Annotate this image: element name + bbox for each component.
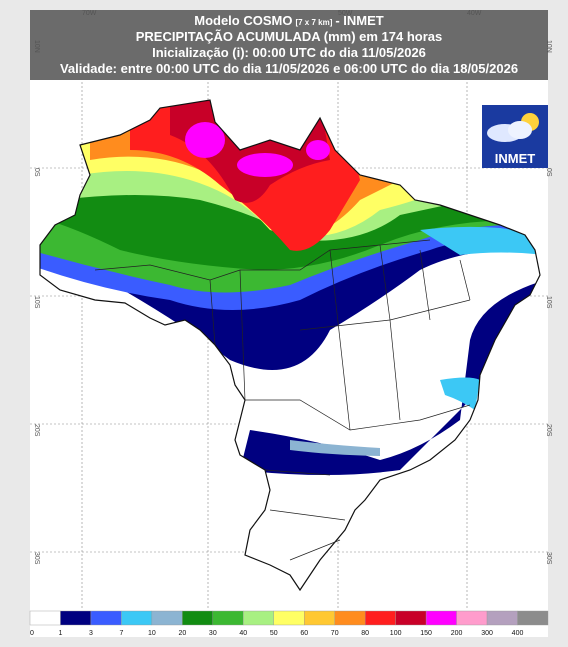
legend-label: 10 (148, 630, 156, 637)
legend-swatch (212, 610, 244, 626)
header-line-3: Inicialização (i): 00:00 UTC do dia 11/0… (152, 45, 426, 60)
legend-label: 300 (481, 630, 493, 637)
legend-swatch (517, 610, 549, 626)
header-line-4: Validade: entre 00:00 UTC do dia 11/05/2… (60, 61, 518, 76)
inmet-logo: INMET (482, 105, 548, 168)
legend-label: 50 (270, 630, 278, 637)
resolution: [7 x 7 km] (295, 18, 332, 27)
legend-swatch (60, 610, 92, 626)
legend-label: 60 (300, 630, 308, 637)
grid-labels: 70W 50W 40W 10N 0S 10S 20S 30S 10N 0S 10S 20S 30S (33, 10, 552, 565)
legend-swatch (273, 610, 305, 626)
lat-label: 30S (545, 552, 552, 565)
logo-text: INMET (495, 151, 536, 166)
lat-label: 20S (545, 424, 552, 437)
legend: 0 1 3 7 10 20 30 40 50 60 70 80 100 150 200 300 400 (29, 610, 549, 637)
legend-label: 100 (390, 630, 402, 637)
header-box (30, 10, 548, 80)
legend-swatch (121, 610, 153, 626)
legend-swatch (182, 610, 214, 626)
lat-label: 20S (33, 424, 40, 437)
state-borders (94, 239, 471, 561)
legend-label: 150 (420, 630, 432, 637)
lon-label: 40W (467, 10, 482, 17)
legend-swatch (304, 610, 335, 626)
lat-label: 10N (33, 40, 40, 53)
legend-label: 200 (451, 630, 463, 637)
header-line-1: Modelo COSMO [7 x 7 km] - INMET (194, 13, 384, 28)
lat-label: 30S (33, 552, 40, 565)
legend-label: 1 (59, 630, 63, 637)
lon-label: 70W (82, 10, 97, 17)
legend-label: 400 (512, 630, 524, 637)
legend-label: 7 (119, 630, 123, 637)
lat-label: 0S (545, 168, 552, 177)
legend-label: 20 (178, 630, 186, 637)
legend-swatch (243, 610, 274, 626)
lat-label: 10N (545, 40, 552, 53)
lon-label: 50W (338, 10, 353, 17)
legend-label: 3 (89, 630, 93, 637)
lat-label: 10S (33, 296, 40, 309)
legend-swatch (151, 610, 183, 626)
lat-label: 10S (545, 296, 552, 309)
legend-swatch (90, 610, 122, 626)
legend-label: 30 (209, 630, 217, 637)
legend-label: 40 (239, 630, 247, 637)
legend-swatch (395, 610, 427, 626)
legend-swatch (364, 610, 396, 626)
legend-label: 80 (361, 630, 369, 637)
legend-swatch (334, 610, 366, 626)
legend-swatch (29, 610, 61, 626)
header-line-2: PRECIPITAÇÃO ACUMULADA (mm) em 174 horas (136, 29, 443, 44)
legend-swatch (456, 610, 488, 626)
legend-swatch (425, 610, 457, 626)
legend-swatch (486, 610, 518, 626)
legend-label: 70 (331, 630, 339, 637)
lat-label: 0S (33, 168, 40, 177)
model: Modelo COSMO (194, 13, 292, 28)
agency: - INMET (335, 13, 383, 28)
legend-label: 0 (30, 630, 34, 637)
